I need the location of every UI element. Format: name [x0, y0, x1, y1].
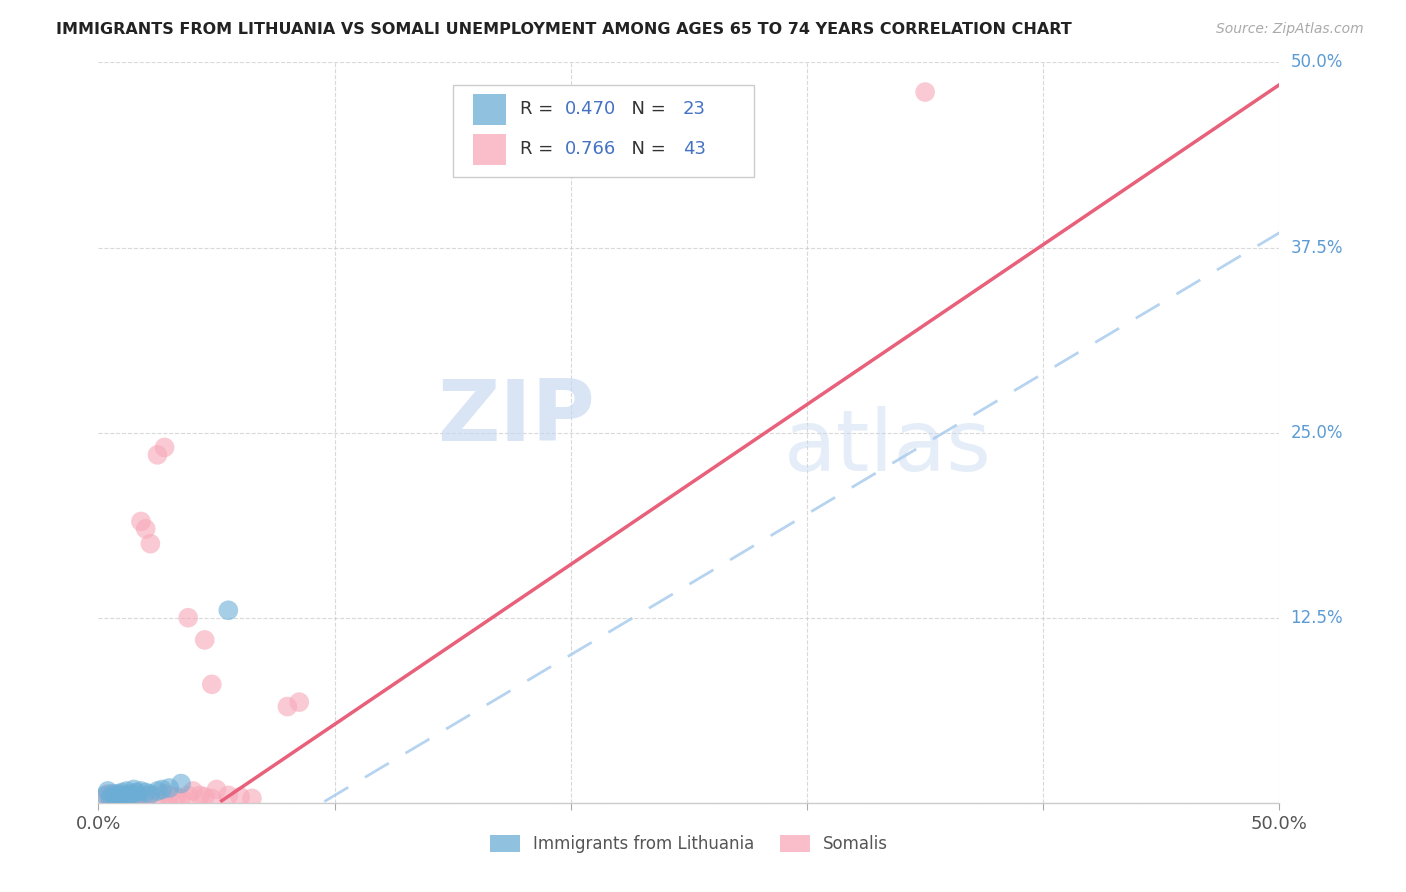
Point: [170, 791, 193, 805]
Text: Source: ZipAtlas.com: Source: ZipAtlas.com: [1216, 22, 1364, 37]
Point: [139, 787, 162, 801]
Point: [146, 789, 169, 804]
Text: 50.0%: 50.0%: [1291, 54, 1343, 71]
Point: [139, 536, 162, 550]
Point: [122, 782, 145, 797]
Text: R =: R =: [520, 100, 560, 118]
Point: [194, 789, 217, 804]
Point: [276, 699, 298, 714]
Point: [150, 782, 173, 797]
Point: [118, 789, 141, 803]
Point: [129, 784, 152, 798]
Point: [177, 610, 200, 624]
Point: [914, 85, 936, 99]
Text: N =: N =: [620, 100, 672, 118]
Text: atlas: atlas: [783, 406, 991, 489]
Point: [101, 787, 124, 801]
Point: [94, 789, 117, 803]
Point: [153, 441, 176, 455]
Point: [125, 785, 148, 799]
Point: [139, 789, 162, 803]
Point: [170, 776, 193, 790]
Point: [98, 789, 121, 804]
Point: [97, 787, 120, 801]
Point: [112, 791, 135, 805]
Text: R =: R =: [520, 140, 560, 158]
Point: [128, 791, 150, 805]
Point: [157, 789, 180, 803]
Point: [121, 787, 143, 801]
Text: 0.470: 0.470: [565, 100, 616, 118]
Text: N =: N =: [620, 140, 672, 158]
Point: [112, 789, 135, 803]
Point: [135, 785, 157, 799]
Point: [146, 448, 169, 462]
Text: 37.5%: 37.5%: [1291, 238, 1343, 257]
Point: [288, 695, 311, 709]
Point: [122, 789, 145, 803]
Point: [165, 789, 187, 804]
Point: [121, 791, 143, 805]
Point: [94, 791, 117, 805]
Point: [129, 789, 152, 803]
Point: [177, 789, 200, 803]
Text: ZIP: ZIP: [437, 376, 595, 459]
Point: [97, 784, 120, 798]
Point: [105, 787, 128, 801]
Text: 43: 43: [683, 140, 706, 158]
Point: [104, 789, 127, 804]
Point: [115, 784, 138, 798]
Point: [153, 787, 176, 801]
Point: [146, 784, 169, 798]
Point: [118, 789, 141, 804]
Point: [157, 780, 180, 795]
Point: [115, 789, 138, 803]
Point: [105, 789, 128, 804]
Point: [201, 677, 224, 691]
Point: [125, 789, 148, 804]
Text: 25.0%: 25.0%: [1291, 424, 1343, 442]
Point: [104, 789, 127, 803]
Point: [194, 632, 217, 647]
Bar: [472, 94, 506, 125]
Point: [101, 791, 124, 805]
Point: [111, 789, 134, 803]
Text: 0.766: 0.766: [565, 140, 616, 158]
Point: [111, 785, 134, 799]
Point: [108, 787, 131, 801]
Point: [108, 789, 131, 803]
Bar: [472, 134, 506, 165]
Point: [135, 522, 157, 536]
Point: [217, 789, 239, 803]
Point: [205, 782, 228, 797]
Point: [240, 791, 263, 805]
Text: 12.5%: 12.5%: [1291, 608, 1343, 627]
Point: [129, 515, 152, 529]
Text: IMMIGRANTS FROM LITHUANIA VS SOMALI UNEMPLOYMENT AMONG AGES 65 TO 74 YEARS CORRE: IMMIGRANTS FROM LITHUANIA VS SOMALI UNEM…: [56, 22, 1071, 37]
Point: [128, 789, 150, 803]
Text: 23: 23: [683, 100, 706, 118]
Point: [98, 791, 121, 805]
Legend: Immigrants from Lithuania, Somalis: Immigrants from Lithuania, Somalis: [482, 826, 896, 861]
Point: [201, 791, 224, 805]
Point: [229, 789, 252, 804]
FancyBboxPatch shape: [453, 85, 754, 178]
Point: [217, 603, 239, 617]
Point: [181, 784, 204, 798]
Point: [135, 789, 157, 804]
Point: [188, 789, 211, 803]
